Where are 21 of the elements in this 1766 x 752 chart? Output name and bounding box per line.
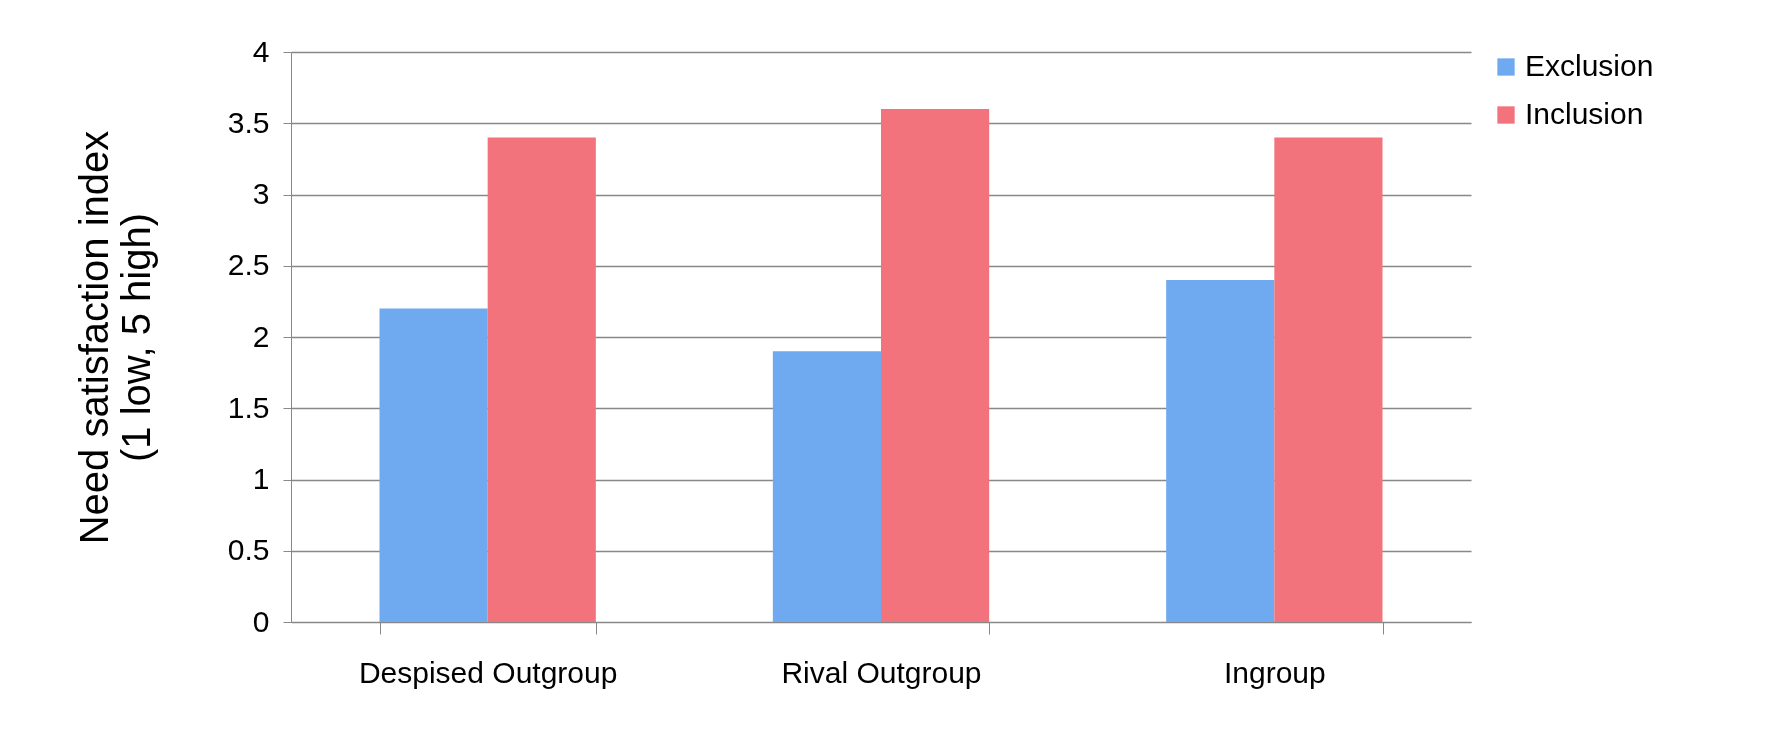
y-tick-label: 3.5 xyxy=(227,105,270,139)
bar xyxy=(1274,137,1383,622)
bar xyxy=(772,351,881,622)
y-tick-label: 2.5 xyxy=(227,248,270,282)
bar xyxy=(487,137,596,622)
y-tick-label: 0.5 xyxy=(227,533,270,567)
y-tick-label: 4 xyxy=(252,34,270,68)
x-tick-label: Ingroup xyxy=(1223,655,1326,689)
x-tick-label: Rival Outgroup xyxy=(781,655,982,689)
y-axis-title: Need satisfaction index (1 low, 5 high) xyxy=(71,130,158,545)
x-tick-label: Despised Outgroup xyxy=(358,655,618,689)
legend-label: Inclusion xyxy=(1525,97,1644,130)
bar xyxy=(1166,280,1275,622)
bar xyxy=(379,308,488,622)
y-tick-label: 1.5 xyxy=(227,390,270,424)
legend-label: Exclusion xyxy=(1525,49,1654,82)
y-tick-label: 0 xyxy=(252,604,270,638)
y-tick-label: 2 xyxy=(252,319,270,353)
y-tick-label: 1 xyxy=(252,462,270,495)
bar xyxy=(881,109,990,622)
y-tick-label: 3 xyxy=(252,177,270,210)
